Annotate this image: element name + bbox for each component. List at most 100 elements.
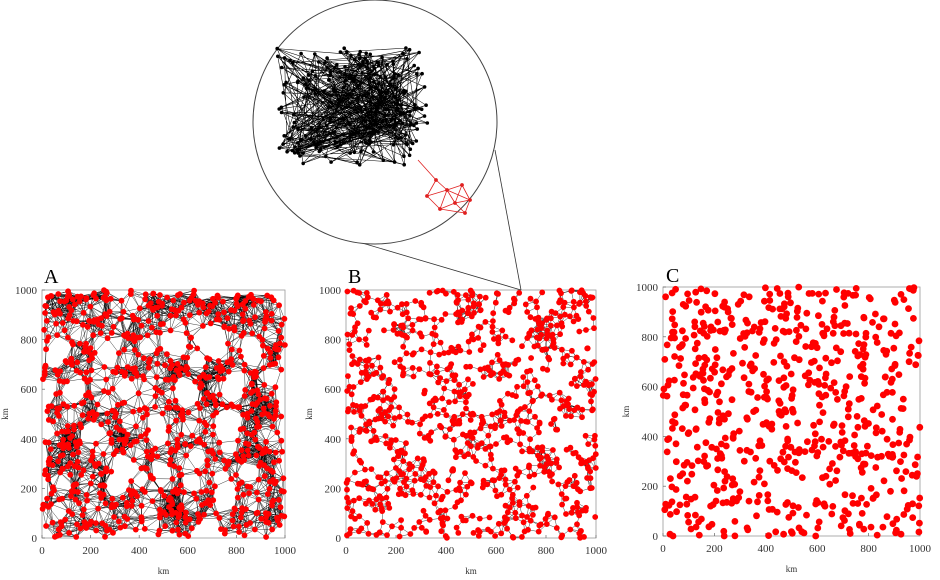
node-point — [74, 293, 81, 300]
node-point — [720, 532, 728, 540]
node-point — [470, 300, 477, 307]
node-point — [813, 452, 821, 460]
y-tick-label: 200 — [642, 481, 659, 493]
node-point — [850, 442, 858, 449]
node-point — [45, 439, 52, 446]
inset-black-node — [376, 60, 381, 64]
node-point — [173, 519, 180, 526]
node-point — [73, 534, 80, 540]
inset-black-node — [337, 101, 341, 105]
node-point — [196, 470, 203, 477]
node-point — [79, 512, 86, 518]
node-point — [439, 493, 446, 500]
y-axis-label: km — [304, 408, 314, 420]
node-point — [60, 445, 67, 452]
node-point — [416, 430, 423, 437]
node-point — [263, 313, 270, 320]
node-point — [397, 363, 404, 370]
node-point — [897, 291, 905, 298]
node-point — [506, 304, 513, 311]
node-point — [524, 368, 530, 375]
inset-black-node — [416, 66, 420, 71]
node-point — [134, 334, 141, 341]
inset-black-node — [367, 125, 372, 130]
node-point — [580, 459, 586, 466]
node-point — [435, 287, 441, 294]
node-point — [454, 292, 461, 298]
node-point — [172, 397, 179, 404]
node-point — [766, 297, 774, 304]
node-point — [241, 532, 248, 539]
node-point — [432, 332, 439, 339]
node-point — [228, 356, 235, 362]
node-point — [898, 475, 905, 482]
node-point — [482, 294, 489, 301]
node-point — [437, 515, 444, 522]
node-point — [267, 355, 274, 361]
node-point — [189, 432, 196, 439]
node-point — [838, 441, 845, 449]
node-point — [247, 370, 254, 376]
node-point — [145, 318, 152, 324]
node-point — [194, 400, 201, 407]
node-point — [711, 290, 719, 298]
node-point — [260, 405, 267, 412]
node-point — [219, 401, 226, 408]
inset-black-node — [357, 163, 362, 167]
node-point — [68, 307, 75, 314]
node-point — [240, 318, 246, 325]
node-point — [170, 297, 177, 304]
inset-black-node — [311, 140, 316, 145]
inset-black-node — [412, 103, 417, 107]
node-point — [52, 367, 59, 373]
node-point — [133, 369, 140, 376]
inset-black-node — [410, 141, 415, 146]
node-point — [394, 304, 401, 311]
node-point — [265, 519, 272, 526]
node-point — [530, 512, 536, 518]
panels-group: A0 200 400 600 800 100002004006008001000kmkmB… — [0, 265, 932, 576]
node-point — [396, 413, 403, 420]
node-point — [59, 465, 66, 472]
inset-black-node — [303, 134, 308, 138]
node-point — [198, 382, 205, 389]
node-point — [755, 442, 763, 450]
node-point — [271, 480, 278, 487]
node-point — [669, 532, 677, 540]
node-point — [271, 459, 277, 466]
node-point — [537, 521, 544, 528]
node-point — [65, 315, 72, 322]
node-point — [196, 417, 203, 424]
node-point — [204, 462, 211, 469]
node-point — [409, 487, 416, 494]
node-point — [815, 290, 823, 298]
node-point — [430, 341, 437, 348]
node-point — [153, 350, 160, 357]
node-point — [48, 490, 55, 497]
node-point — [70, 451, 76, 458]
node-point — [841, 319, 849, 327]
node-point — [391, 456, 397, 463]
node-point — [206, 356, 213, 363]
node-point — [585, 308, 592, 315]
node-point — [832, 477, 839, 484]
node-point — [120, 308, 127, 315]
node-point — [819, 297, 826, 305]
node-point — [531, 377, 538, 384]
node-point — [362, 336, 369, 342]
node-point — [276, 522, 283, 528]
node-point — [585, 465, 591, 472]
node-point — [783, 310, 790, 318]
node-point — [853, 413, 861, 420]
node-point — [54, 430, 60, 437]
node-point — [663, 341, 671, 349]
node-point — [906, 436, 913, 444]
node-point — [581, 534, 587, 540]
node-point — [490, 370, 497, 377]
node-point — [755, 329, 763, 336]
node-point — [244, 430, 251, 437]
node-point — [176, 531, 183, 538]
inset-black-node — [352, 79, 356, 84]
node-point — [221, 530, 228, 537]
node-point — [764, 491, 772, 499]
